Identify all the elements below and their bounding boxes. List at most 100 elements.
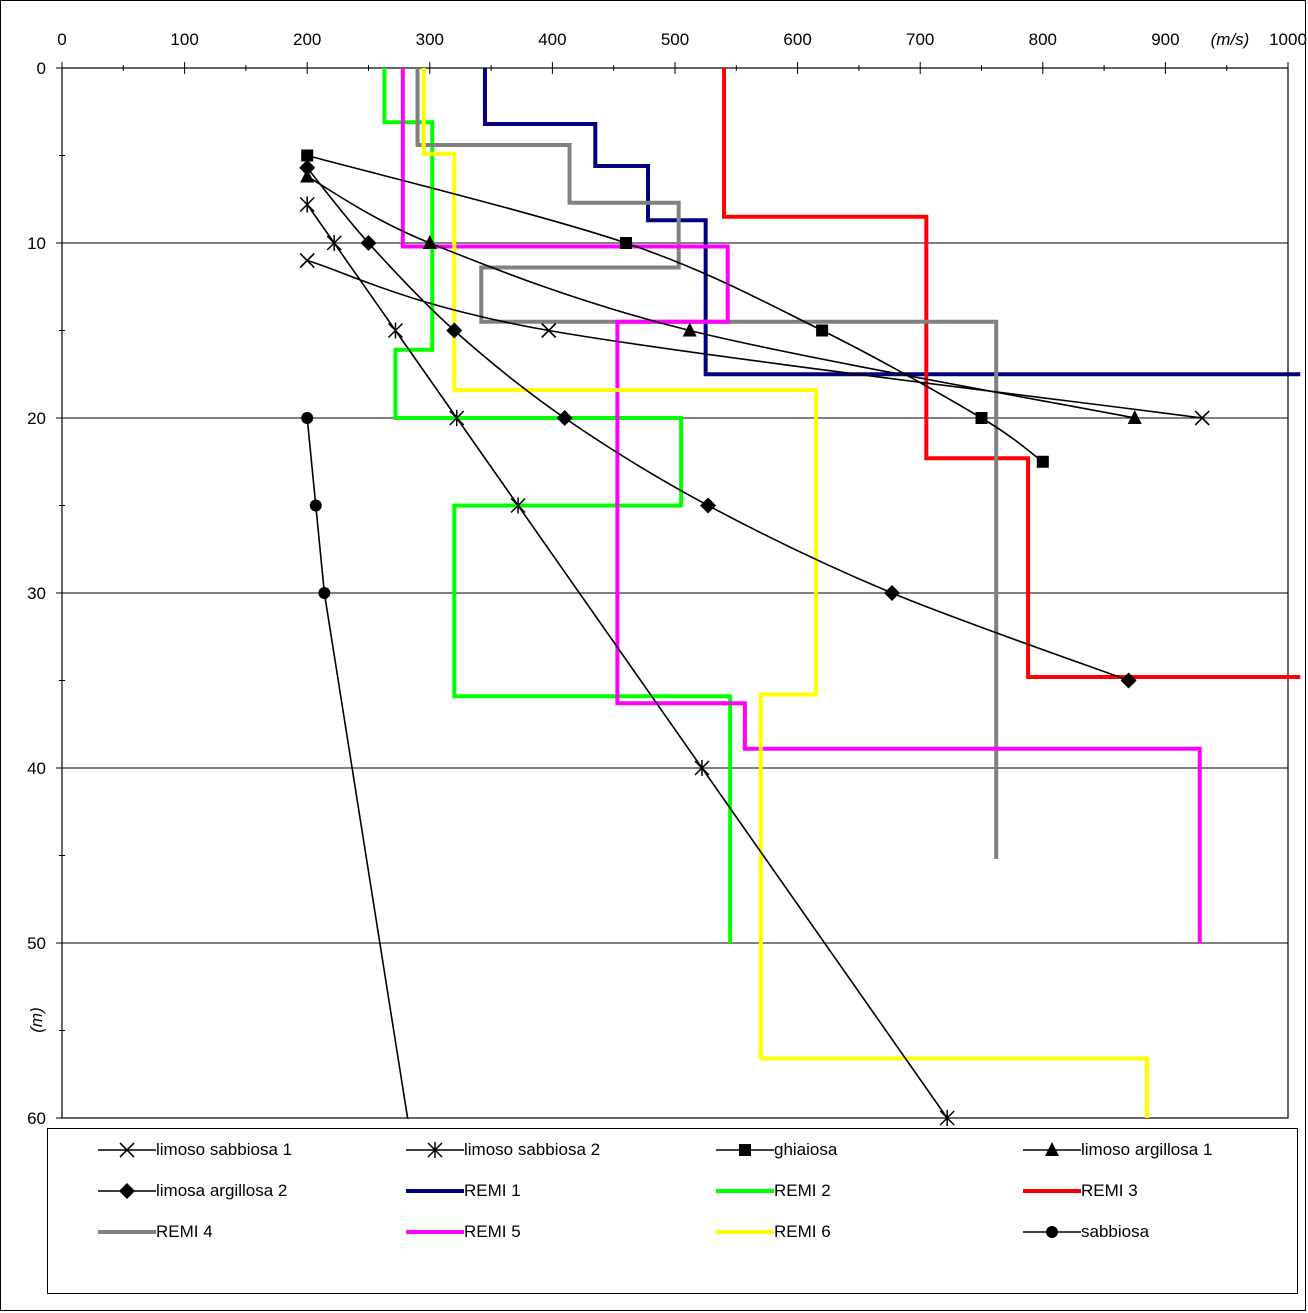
x-tick-label: 200 xyxy=(293,30,321,49)
data-point-limoso-sabbiosa-1 xyxy=(299,252,315,269)
series-limosa-argillosa-2 xyxy=(306,167,1129,682)
markers-ghiaiosa xyxy=(301,149,1049,468)
legend-item-remi-3: REMI 3 xyxy=(1023,1176,1138,1206)
data-point-ghiaiosa xyxy=(301,149,314,162)
markers-limoso-sabbiosa-2 xyxy=(299,196,955,1126)
data-point-limosa-argillosa-2 xyxy=(360,235,377,251)
x-axis-unit-label: (m/s) xyxy=(1211,30,1250,49)
legend-item-remi-2: REMI 2 xyxy=(716,1176,831,1206)
series-remi-3 xyxy=(722,68,1301,679)
data-point-sabbiosa xyxy=(309,499,322,512)
legend-item-ghiaiosa: ghiaiosa xyxy=(716,1135,837,1165)
markers-sabbiosa xyxy=(301,412,331,599)
data-point-limosa-argillosa-2 xyxy=(556,410,573,426)
legend-label: REMI 3 xyxy=(1081,1181,1138,1200)
legend-item-sabbiosa: sabbiosa xyxy=(1023,1217,1149,1247)
legend-item-limoso-argillosa-1: limoso argillosa 1 xyxy=(1023,1135,1212,1165)
legend-swatch-limoso-sabbiosa-1 xyxy=(98,1142,156,1158)
legend-item-remi-1: REMI 1 xyxy=(406,1176,521,1206)
legend-marker-limoso-sabbiosa-1 xyxy=(119,1142,135,1158)
series-line-remi-3 xyxy=(722,68,1301,679)
legend-label: limoso sabbiosa 2 xyxy=(464,1140,601,1159)
data-point-limoso-sabbiosa-2 xyxy=(299,196,315,213)
data-point-limosa-argillosa-2 xyxy=(1120,672,1137,689)
legend-swatch-remi-2 xyxy=(716,1189,774,1193)
legend-label: REMI 4 xyxy=(156,1222,213,1241)
data-point-limosa-argillosa-2 xyxy=(884,585,901,601)
legend-item-limoso-sabbiosa-1: limoso sabbiosa 1 xyxy=(98,1135,292,1165)
series-sabbiosa xyxy=(306,417,409,1119)
data-point-limoso-sabbiosa-2 xyxy=(694,760,710,776)
data-point-limoso-argillosa-1 xyxy=(422,235,437,249)
series-line-limoso-argillosa-1 xyxy=(306,175,1135,419)
series-limoso-argillosa-1 xyxy=(306,175,1135,419)
legend-item-remi-6: REMI 6 xyxy=(716,1217,831,1247)
y-tick-label: 10 xyxy=(27,234,46,253)
data-point-limosa-argillosa-2 xyxy=(700,497,717,514)
legend-label: REMI 1 xyxy=(464,1181,521,1200)
legend-item-remi-4: REMI 4 xyxy=(98,1217,213,1247)
legend-item-limoso-sabbiosa-2: limoso sabbiosa 2 xyxy=(406,1135,600,1165)
x-tick-label: 600 xyxy=(783,30,811,49)
data-point-limoso-argillosa-1 xyxy=(1127,410,1142,424)
markers-limoso-argillosa-1 xyxy=(300,168,1142,424)
data-point-limoso-sabbiosa-2 xyxy=(387,322,404,339)
data-point-limoso-sabbiosa-2 xyxy=(449,410,465,426)
series-line-remi-6 xyxy=(421,68,1150,1118)
y-tick-label: 30 xyxy=(27,584,46,603)
legend-item-remi-5: REMI 5 xyxy=(406,1217,521,1247)
x-tick-label: 800 xyxy=(1029,30,1057,49)
data-point-ghiaiosa xyxy=(619,237,632,249)
y-tick-label: 60 xyxy=(27,1109,46,1128)
x-tick-label: 1000 xyxy=(1269,30,1307,49)
legend-label: REMI 6 xyxy=(774,1222,831,1241)
x-tick-label: 100 xyxy=(170,30,198,49)
data-point-limoso-sabbiosa-1 xyxy=(541,322,557,339)
x-tick-label: 500 xyxy=(661,30,689,49)
legend-label: REMI 5 xyxy=(464,1222,521,1241)
series-remi-6 xyxy=(421,68,1150,1118)
data-point-limosa-argillosa-2 xyxy=(299,159,316,176)
data-point-limosa-argillosa-2 xyxy=(446,322,463,339)
data-point-ghiaiosa xyxy=(1036,455,1049,468)
legend-swatch-limosa-argillosa-2 xyxy=(98,1183,156,1199)
series-line-remi-1 xyxy=(482,68,1301,377)
series-line-remi-2 xyxy=(382,68,733,943)
data-point-ghiaiosa xyxy=(816,324,829,337)
legend-swatch-remi-1 xyxy=(406,1189,464,1193)
legend-label: limosa argillosa 2 xyxy=(156,1181,288,1200)
series-line-limoso-sabbiosa-2 xyxy=(306,204,948,1119)
x-tick-label: 0 xyxy=(57,30,66,49)
x-tick-label: 900 xyxy=(1151,30,1179,49)
series-line-sabbiosa xyxy=(306,417,409,1119)
data-point-limoso-sabbiosa-1 xyxy=(1194,410,1210,426)
legend-swatch-remi-5 xyxy=(406,1230,464,1234)
legend-label: limoso argillosa 1 xyxy=(1081,1140,1213,1159)
series-limoso-sabbiosa-2 xyxy=(306,204,948,1119)
legend-label: REMI 2 xyxy=(774,1181,831,1200)
legend-swatch-remi-6 xyxy=(716,1230,774,1234)
data-point-sabbiosa xyxy=(301,412,314,424)
data-point-limoso-sabbiosa-2 xyxy=(326,235,342,251)
legend: limoso sabbiosa 1 limoso sabbiosa 2 ghiaio… xyxy=(47,1128,1298,1294)
data-point-limoso-sabbiosa-2 xyxy=(939,1110,955,1126)
series-limoso-sabbiosa-1 xyxy=(306,259,1203,419)
data-point-limoso-sabbiosa-2 xyxy=(510,497,526,514)
legend-swatch-sabbiosa xyxy=(1023,1226,1081,1238)
legend-marker-limoso-argillosa-1 xyxy=(1045,1142,1059,1156)
series-remi-5 xyxy=(400,68,1202,943)
series-remi-1 xyxy=(482,68,1301,377)
x-tick-label: 300 xyxy=(416,30,444,49)
x-tick-label: 400 xyxy=(538,30,566,49)
legend-swatch-limoso-sabbiosa-2 xyxy=(406,1142,464,1158)
legend-swatch-ghiaiosa xyxy=(716,1144,774,1156)
legend-swatch-remi-3 xyxy=(1023,1189,1081,1193)
series-remi-4 xyxy=(415,68,999,859)
data-point-limoso-argillosa-1 xyxy=(682,322,697,337)
markers-limoso-sabbiosa-1 xyxy=(299,252,1210,426)
legend-label: limoso sabbiosa 1 xyxy=(156,1140,293,1159)
legend-swatch-remi-4 xyxy=(98,1230,156,1234)
legend-item-limosa-argillosa-2: limosa argillosa 2 xyxy=(98,1176,287,1206)
markers-limosa-argillosa-2 xyxy=(299,159,1137,689)
